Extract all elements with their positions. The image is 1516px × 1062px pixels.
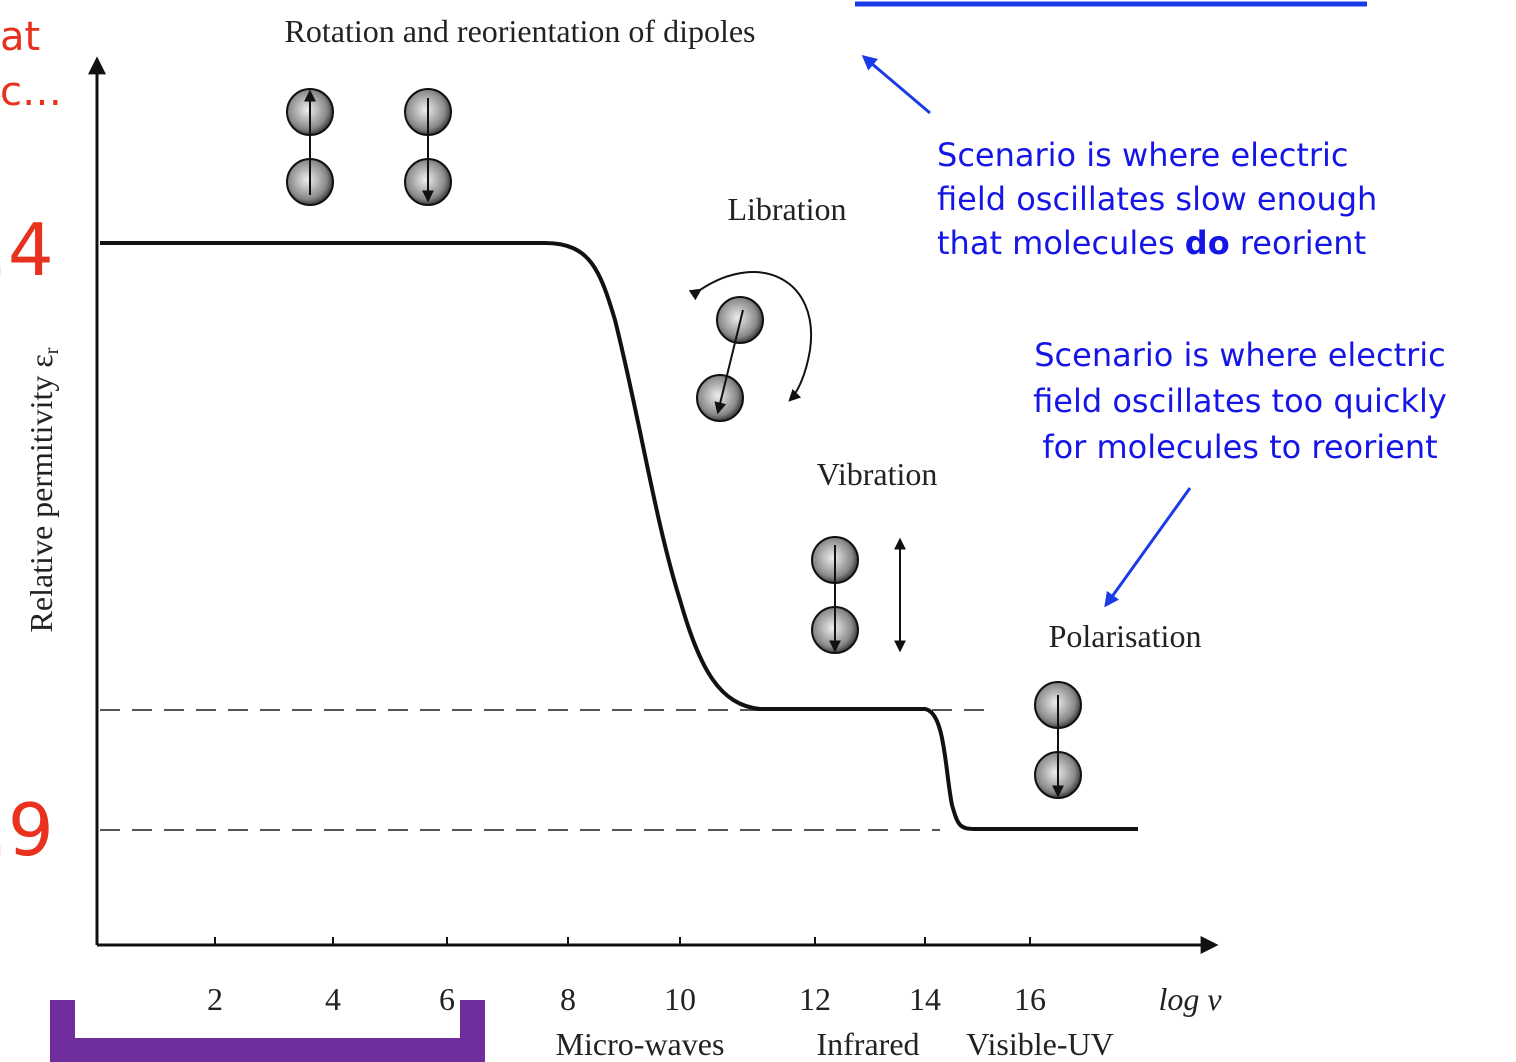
region-label: Infrared	[816, 1026, 919, 1062]
annotation-line: Scenario is where electric	[937, 136, 1349, 174]
mechanism-label: Vibration	[817, 456, 938, 492]
x-axis-label: log ν	[1158, 981, 1222, 1017]
x-tick-labels: 2 4 6 8 10 12 14 16 log ν	[207, 981, 1222, 1017]
y-label-sub: r	[41, 347, 63, 354]
region-label: Micro-waves	[556, 1026, 725, 1062]
annotation-arrow	[1106, 488, 1190, 605]
cropped-text: at	[0, 14, 40, 60]
slide: at c… .4 .9 2 4 6 8 10 12 14 16 log ν Mi…	[0, 0, 1516, 1062]
y-axis-label: Relative permitivity εr	[23, 347, 63, 632]
annotation-line: that molecules do reorient	[937, 224, 1366, 262]
cropped-value: .4	[0, 208, 54, 292]
cropped-text: c…	[0, 69, 62, 115]
y-label-main: Relative permitivity ε	[23, 354, 59, 632]
permittivity-curve	[100, 243, 1138, 829]
x-tick-label: 10	[664, 981, 696, 1017]
annotation-line: for molecules to reorient	[1042, 428, 1437, 466]
region-label: Visible-UV	[966, 1026, 1113, 1062]
x-tick-label: 4	[325, 981, 341, 1017]
regions: Micro-waves Infrared Visible-UV	[556, 1026, 1114, 1062]
mechanism-label: Polarisation	[1049, 618, 1202, 654]
annotation-part: reorient	[1230, 224, 1366, 262]
x-tick-label: 2	[207, 981, 223, 1017]
diagram-title: Rotation and reorientation of dipoles	[285, 13, 756, 49]
annotation-arrow	[864, 57, 930, 113]
annotation-line: field oscillates slow enough	[937, 180, 1377, 218]
cropped-value: .9	[0, 788, 54, 872]
x-tick-label: 8	[560, 981, 576, 1017]
annotation-part: that molecules	[937, 224, 1185, 262]
bracket	[50, 1000, 485, 1062]
mechanism-label: Libration	[727, 191, 846, 227]
annotation-line: field oscillates too quickly	[1033, 382, 1447, 420]
x-tick-label: 16	[1014, 981, 1046, 1017]
annotation-line: Scenario is where electric	[1034, 336, 1446, 374]
x-tick-label: 12	[799, 981, 831, 1017]
x-tick-label: 6	[439, 981, 455, 1017]
annotation-emphasis: do	[1185, 224, 1230, 262]
x-tick-label: 14	[909, 981, 941, 1017]
